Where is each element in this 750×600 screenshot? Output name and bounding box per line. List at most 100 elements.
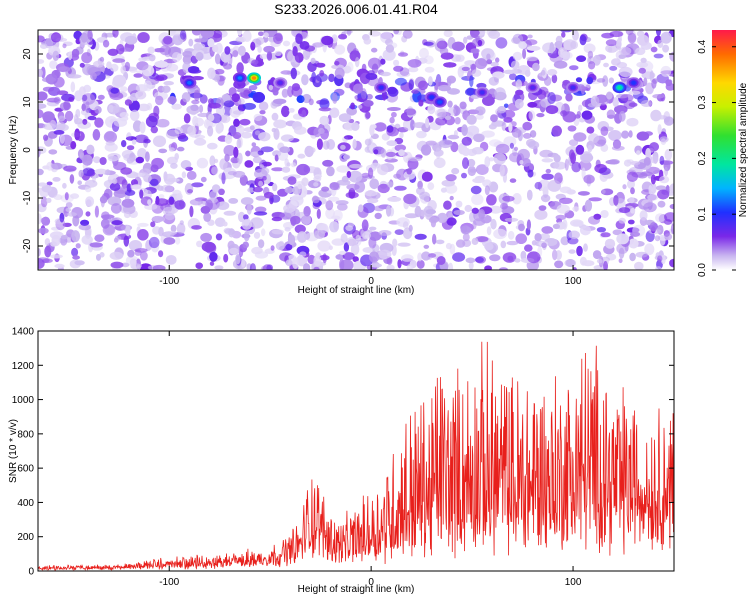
heatmap-cell bbox=[587, 144, 593, 153]
heatmap-cell bbox=[555, 250, 562, 261]
heatmap-cell bbox=[176, 53, 183, 60]
heatmap-cell bbox=[245, 150, 251, 157]
heatmap-cell bbox=[334, 44, 346, 55]
heatmap-cell bbox=[266, 264, 273, 270]
heatmap-cell bbox=[207, 142, 218, 150]
heatmap-cell bbox=[346, 61, 354, 73]
heatmap-cell bbox=[408, 157, 422, 162]
heatmap-cell bbox=[212, 30, 223, 39]
heatmap-cell bbox=[338, 34, 348, 40]
heatmap-cell bbox=[636, 150, 641, 156]
heatmap-cell bbox=[103, 131, 117, 143]
heatmap-cell bbox=[417, 252, 423, 262]
heatmap-cell bbox=[444, 115, 451, 121]
heatmap-cell bbox=[94, 168, 108, 175]
heatmap-cell bbox=[657, 200, 666, 208]
colorbar-scale bbox=[712, 30, 736, 270]
heatmap-cell bbox=[121, 140, 127, 148]
heatmap-cell bbox=[297, 153, 306, 159]
heatmap-cell bbox=[224, 228, 236, 235]
heatmap-cell bbox=[318, 107, 332, 112]
heatmap-cell bbox=[257, 239, 265, 249]
heatmap-cell bbox=[536, 113, 545, 118]
heatmap-cell bbox=[176, 192, 183, 201]
heatmap-cell bbox=[574, 114, 581, 119]
heatmap-cell bbox=[318, 254, 330, 261]
heatmap-cell bbox=[441, 179, 456, 187]
snr-x-tick-label: 0 bbox=[368, 577, 374, 588]
heatmap-cell bbox=[669, 183, 674, 194]
heatmap-cell bbox=[360, 88, 367, 100]
heatmap-cell bbox=[572, 30, 579, 41]
heatmap-cell bbox=[490, 114, 498, 123]
heatmap-cell bbox=[281, 166, 291, 173]
heatmap-cell bbox=[181, 92, 191, 103]
heatmap-cell bbox=[445, 174, 457, 182]
heatmap-cell bbox=[261, 228, 266, 237]
heatmap-cell bbox=[623, 99, 636, 110]
heatmap-cell bbox=[545, 168, 551, 174]
heatmap-cell bbox=[657, 255, 663, 262]
heatmap-cell bbox=[194, 117, 204, 127]
heatmap-cell bbox=[151, 215, 166, 223]
heatmap-cell bbox=[587, 102, 602, 108]
heatmap-cell bbox=[260, 146, 274, 153]
heatmap-cell bbox=[389, 116, 395, 124]
heatmap-cell bbox=[236, 138, 242, 149]
heatmap-cell bbox=[236, 62, 244, 74]
heatmap-cell bbox=[564, 158, 569, 171]
heatmap-cell bbox=[593, 265, 605, 270]
heatmap-cell bbox=[511, 128, 522, 138]
heatmap-cell bbox=[294, 52, 304, 63]
spectrogram-x-tick-label: 100 bbox=[565, 276, 582, 287]
heatmap-cell bbox=[297, 183, 303, 190]
heatmap-cell bbox=[150, 221, 156, 228]
heatmap-cell bbox=[506, 240, 519, 246]
heatmap-cell bbox=[271, 216, 283, 222]
heatmap-cell bbox=[378, 230, 392, 236]
heatmap-cell bbox=[630, 231, 641, 237]
heatmap-cell bbox=[165, 255, 177, 265]
heatmap-cell bbox=[291, 162, 296, 168]
heatmap-cell bbox=[110, 261, 124, 269]
heatmap-cell bbox=[385, 151, 396, 157]
heatmap-cell bbox=[393, 65, 404, 72]
heatmap-cell bbox=[643, 202, 657, 213]
heatmap-cell bbox=[577, 191, 590, 196]
heatmap-cell bbox=[528, 110, 536, 121]
heatmap-cell bbox=[365, 111, 371, 119]
heatmap-cell bbox=[80, 219, 90, 226]
heatmap-cell bbox=[408, 79, 414, 91]
heatmap-cell bbox=[99, 195, 108, 204]
heatmap-cell bbox=[541, 173, 554, 180]
heatmap-cell bbox=[74, 260, 85, 266]
heatmap-cell bbox=[384, 158, 398, 163]
heatmap-cell bbox=[303, 263, 311, 270]
heatmap-cell bbox=[539, 149, 553, 158]
heatmap-cell bbox=[99, 157, 107, 165]
heatmap-cell bbox=[438, 84, 451, 92]
heatmap-cell bbox=[272, 183, 278, 192]
heatmap-cell bbox=[214, 217, 226, 227]
heatmap-cell bbox=[440, 52, 454, 60]
heatmap-cell bbox=[112, 30, 119, 38]
heatmap-cell bbox=[475, 106, 486, 116]
heatmap-cell bbox=[453, 105, 461, 116]
heatmap-cell bbox=[475, 114, 484, 120]
heatmap-cell bbox=[580, 151, 593, 164]
heatmap-cell bbox=[301, 177, 309, 187]
heatmap-cell bbox=[560, 30, 573, 33]
heatmap-cell bbox=[468, 261, 474, 270]
heatmap-cell bbox=[266, 51, 273, 61]
heatmap-cell bbox=[351, 122, 360, 131]
heatmap-cell bbox=[494, 87, 506, 100]
heatmap-cell bbox=[527, 189, 533, 201]
heatmap-cell bbox=[464, 204, 473, 213]
heatmap-cell bbox=[526, 219, 532, 230]
heatmap-cell bbox=[109, 63, 119, 72]
heatmap-cell bbox=[364, 190, 378, 197]
heatmap-cell bbox=[473, 218, 486, 226]
heatmap-cell bbox=[134, 248, 148, 253]
heatmap-cell bbox=[583, 43, 596, 54]
heatmap-cell bbox=[170, 162, 178, 169]
